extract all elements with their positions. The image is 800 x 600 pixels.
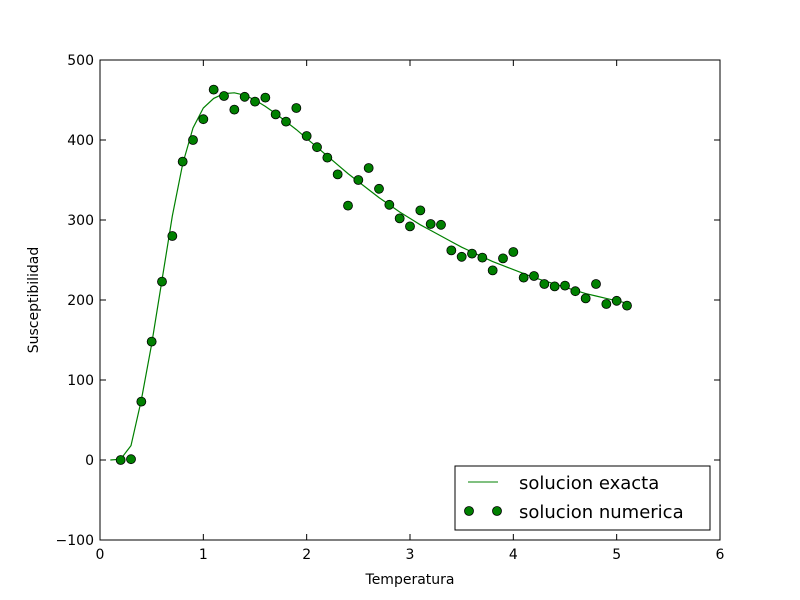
data-point — [487, 265, 498, 276]
data-point — [622, 300, 632, 311]
data-point — [332, 169, 343, 180]
x-axis-label: Temperatura — [365, 572, 455, 588]
y-tick-label: 500 — [67, 53, 94, 69]
data-point — [498, 253, 508, 264]
data-point — [301, 131, 312, 141]
y-axis-label: Susceptibilidad — [26, 247, 42, 354]
legend-box — [454, 465, 711, 531]
x-tick-label: 0 — [96, 547, 105, 563]
y-tick-label: 100 — [67, 373, 94, 389]
x-tick-label: 5 — [612, 547, 621, 563]
y-tick-label: 200 — [67, 293, 94, 309]
data-point — [394, 213, 405, 224]
data-point — [198, 114, 209, 125]
data-point — [456, 251, 467, 262]
data-point — [322, 152, 333, 163]
data-point — [219, 91, 229, 101]
y-tick-label: 0 — [85, 453, 94, 469]
data-point — [415, 205, 426, 216]
data-point — [529, 271, 539, 281]
data-point — [580, 293, 591, 304]
x-tick-label: 6 — [716, 547, 725, 563]
data-point — [353, 175, 364, 185]
data-point — [374, 183, 384, 194]
x-tick-label: 4 — [509, 547, 518, 563]
x-tick-label: 1 — [199, 547, 208, 563]
data-point — [281, 116, 291, 127]
plot-layer — [110, 84, 632, 465]
y-tick-label: 300 — [67, 213, 94, 229]
data-point — [291, 103, 302, 113]
data-point — [601, 299, 612, 309]
y-tick-label: −100 — [56, 533, 94, 549]
data-point — [343, 200, 353, 211]
data-point — [136, 396, 147, 407]
data-point — [157, 276, 167, 287]
data-point — [560, 280, 570, 291]
series-line-exacta — [110, 92, 628, 461]
x-tick-label: 2 — [302, 547, 311, 563]
data-point — [467, 248, 477, 259]
legend-marker-sample — [492, 506, 502, 516]
data-point — [115, 455, 126, 465]
data-point — [208, 84, 219, 95]
data-point — [539, 279, 550, 289]
data-point — [126, 454, 136, 465]
data-point — [508, 247, 519, 257]
data-point — [384, 199, 395, 210]
data-point — [229, 104, 240, 115]
data-point — [425, 219, 436, 229]
data-point — [570, 286, 581, 297]
data-point — [363, 163, 374, 173]
data-point — [518, 272, 529, 283]
data-point — [250, 96, 260, 107]
legend: solucion exacta solucion numerica — [454, 465, 711, 531]
legend-label-exacta: solucion exacta — [519, 473, 659, 494]
data-point — [177, 156, 188, 167]
data-point — [477, 252, 488, 263]
legend-marker-sample — [464, 506, 474, 516]
data-point — [188, 135, 198, 145]
x-tick-label: 3 — [406, 547, 415, 563]
data-point — [549, 281, 560, 292]
data-point — [446, 245, 457, 256]
data-point — [405, 221, 415, 232]
data-point — [260, 92, 271, 103]
y-tick-label: 400 — [67, 133, 94, 149]
legend-label-numerica: solucion numerica — [519, 502, 684, 523]
data-point — [146, 336, 157, 347]
data-point — [611, 295, 622, 306]
data-point — [312, 142, 322, 153]
data-point — [239, 91, 250, 102]
data-point — [167, 231, 178, 241]
data-point — [591, 279, 601, 289]
data-point — [270, 109, 281, 120]
data-point — [436, 219, 446, 230]
